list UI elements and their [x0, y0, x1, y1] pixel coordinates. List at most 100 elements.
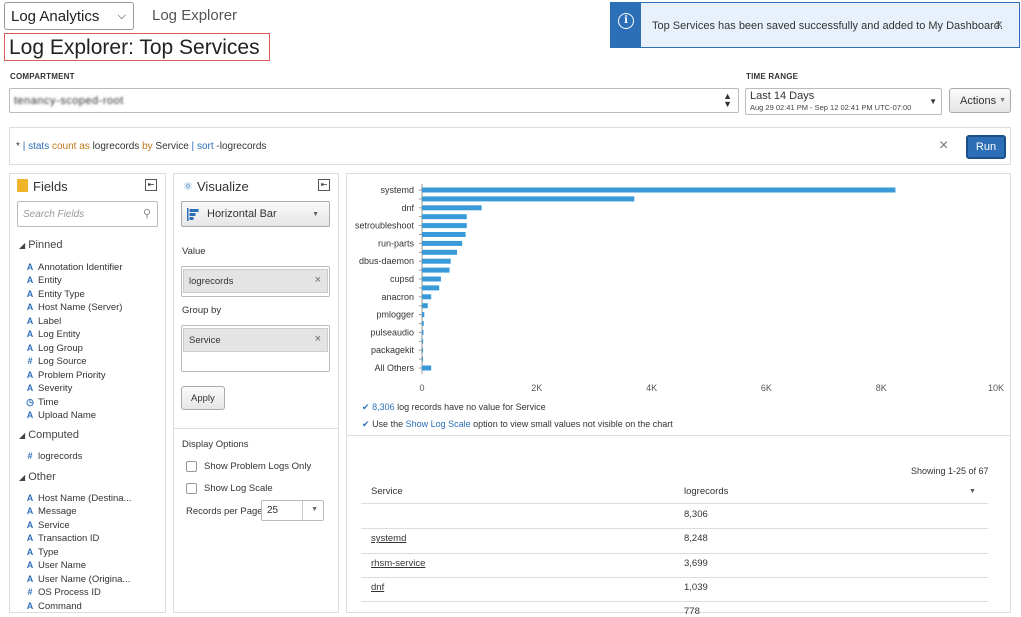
sort-desc-icon[interactable]: ▼ [969, 488, 976, 495]
value-chip[interactable]: logrecords × [183, 269, 328, 293]
bar[interactable] [422, 196, 635, 202]
field-item[interactable]: Upload Name [38, 409, 97, 421]
bar[interactable] [422, 356, 423, 362]
query-token: as [79, 141, 90, 152]
bar[interactable] [422, 365, 432, 371]
field-item[interactable]: Host Name (Server) [38, 302, 123, 314]
records-per-page-value: 25 [267, 505, 279, 516]
computed-section[interactable]: ◢ Computed [19, 429, 79, 441]
time-range-select[interactable]: Last 14 Days Aug 29 02:41 PM - Sep 12 02… [745, 88, 942, 115]
actions-button[interactable]: Actions ▼ [949, 88, 1011, 113]
bar[interactable] [422, 214, 467, 220]
bar[interactable] [422, 338, 424, 344]
problem-logs-checkbox[interactable] [186, 461, 197, 472]
field-item[interactable]: Service [38, 519, 70, 531]
no-value-text: log records have no value for Service [397, 402, 546, 412]
remove-icon[interactable]: × [314, 333, 321, 345]
collapse-panel-icon[interactable]: ⇤ [318, 179, 330, 191]
string-type-icon: A [26, 506, 34, 517]
category-label: dbus-daemon [359, 256, 414, 266]
field-item[interactable]: Command [38, 600, 82, 612]
pinned-label: Pinned [28, 239, 63, 251]
string-type-icon: A [26, 573, 34, 584]
field-item[interactable]: Entity Type [38, 288, 85, 300]
bar[interactable] [422, 321, 424, 326]
log-scale-checkbox[interactable] [186, 483, 197, 494]
column-header-logrecords[interactable]: logrecords [684, 486, 729, 497]
bar[interactable] [422, 285, 440, 291]
field-item[interactable]: Label [38, 315, 62, 327]
field-item[interactable]: Type [38, 546, 59, 558]
bar[interactable] [422, 205, 482, 211]
other-section[interactable]: ◢ Other [19, 471, 56, 483]
compartment-select[interactable]: tenancy-scoped-root ▲ ▼ [9, 88, 739, 113]
service-cell[interactable]: dnf [371, 582, 385, 593]
search-fields-input[interactable]: Search Fields ⚲ [17, 201, 158, 227]
field-item[interactable]: Message [38, 506, 77, 518]
service-cell[interactable]: rhsm-service [371, 558, 426, 569]
app-selector[interactable]: Log Analytics ⌵ [4, 2, 134, 30]
clear-query-icon[interactable]: × [939, 137, 949, 154]
field-item[interactable]: Transaction ID [38, 533, 100, 545]
bar[interactable] [422, 303, 428, 309]
field-item[interactable]: User Name [38, 560, 87, 572]
field-item[interactable]: Annotation Identifier [38, 262, 123, 273]
breadcrumb[interactable]: Log Explorer [152, 7, 238, 24]
bar[interactable] [422, 240, 463, 246]
bar[interactable] [422, 347, 423, 353]
logrecords-cell: 8,306 [684, 509, 708, 520]
field-item[interactable]: User Name (Origina... [38, 573, 131, 585]
pagination-info: Showing 1-25 of 67 [911, 466, 989, 476]
visualize-icon: ⚛ [183, 181, 193, 193]
field-item[interactable]: OS Process ID [38, 587, 101, 599]
bar[interactable] [422, 329, 424, 335]
field-item[interactable]: Severity [38, 383, 73, 395]
field-item[interactable]: Log Entity [38, 329, 81, 341]
visualize-title: Visualize [197, 179, 249, 194]
toast-notification: i Top Services has been saved successful… [610, 2, 1020, 48]
bar[interactable] [422, 249, 458, 255]
field-item[interactable]: Host Name (Destina... [38, 493, 132, 504]
query-editor[interactable]: * | stats count as logrecords by Service… [9, 127, 1011, 165]
bar[interactable] [422, 294, 432, 300]
category-label: All Others [374, 363, 414, 373]
field-item[interactable]: logrecords [38, 451, 83, 462]
bar[interactable] [422, 312, 425, 318]
query-token: * [16, 141, 20, 152]
run-button[interactable]: Run [966, 135, 1006, 159]
check-circle-icon: ✔︎ [362, 402, 370, 412]
logrecords-cell: 778 [684, 606, 700, 617]
column-header-service[interactable]: Service [371, 486, 403, 497]
fields-title: Fields [33, 179, 68, 194]
field-item[interactable]: Log Group [38, 342, 83, 354]
bar[interactable] [422, 258, 451, 264]
field-item[interactable]: Entity [38, 275, 62, 287]
query-token: count [51, 141, 77, 152]
bar[interactable] [422, 232, 466, 237]
close-icon[interactable]: × [994, 16, 1003, 32]
service-cell[interactable]: systemd [371, 533, 407, 544]
string-type-icon: A [26, 546, 34, 557]
bar[interactable] [422, 276, 441, 282]
group-by-chip[interactable]: Service × [183, 328, 328, 352]
bar[interactable] [422, 187, 896, 193]
bar[interactable] [422, 223, 467, 229]
number-type-icon: # [27, 356, 33, 367]
check-circle-icon: ✔︎ [362, 419, 370, 429]
bar[interactable] [422, 267, 450, 273]
collapse-triangle-icon: ◢ [19, 241, 26, 250]
pinned-section[interactable]: ◢ Pinned [19, 239, 62, 251]
records-per-page-select[interactable]: 25 ▼ [261, 500, 324, 521]
string-type-icon: A [26, 409, 34, 420]
field-item[interactable]: Log Source [38, 356, 87, 368]
viz-type-select[interactable]: Horizontal Bar ▼ [181, 201, 330, 227]
apply-button[interactable]: Apply [181, 386, 225, 410]
records-per-page-label: Records per Page [186, 506, 263, 517]
show-log-scale-link[interactable]: Show Log Scale [405, 419, 471, 429]
field-item[interactable]: Time [38, 396, 59, 408]
remove-icon[interactable]: × [314, 274, 321, 286]
no-value-count[interactable]: 8,306 [372, 402, 395, 412]
collapse-panel-icon[interactable]: ⇤ [145, 179, 157, 191]
field-item[interactable]: Problem Priority [38, 369, 106, 381]
display-options-label: Display Options [182, 439, 249, 450]
